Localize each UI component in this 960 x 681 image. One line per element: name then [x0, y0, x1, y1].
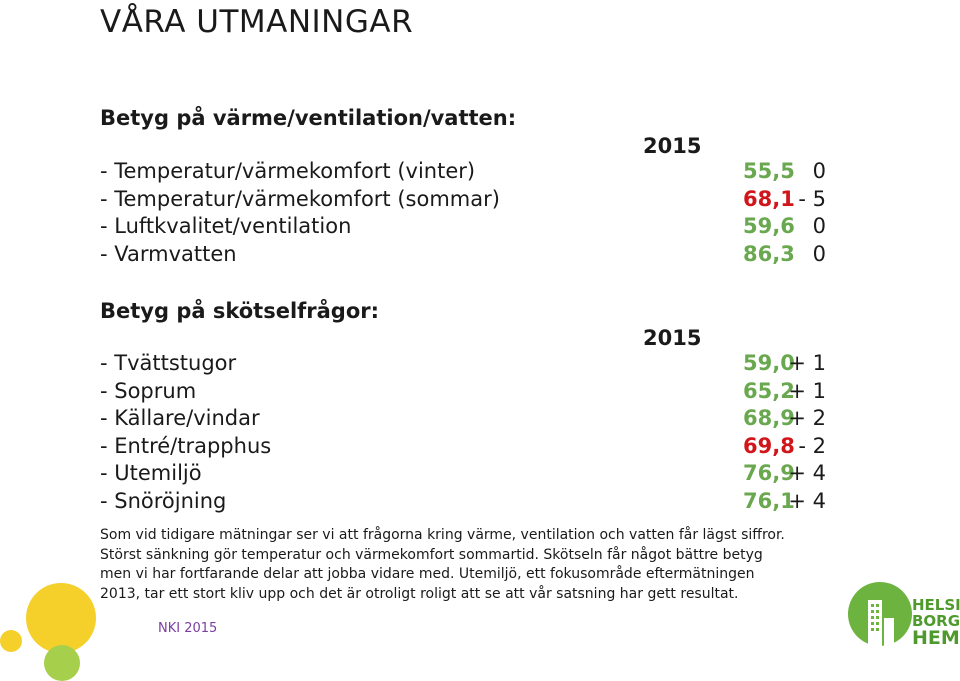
row-change: + 1 [788, 378, 826, 403]
score-row: - Källare/vindar 68,9 + 2 [100, 406, 840, 434]
row-change: 0 [812, 214, 826, 238]
row-label: - Temperatur/värmekomfort (sommar) [100, 186, 500, 211]
score-row: - Temperatur/värmekomfort (vinter) 55,5 0 [100, 159, 840, 187]
row-change: - 5 [798, 186, 826, 211]
row-change: + 1 [788, 351, 826, 375]
summary-line: Som vid tidigare mätningar ser vi att fr… [100, 527, 785, 543]
summary-line: men vi har fortfarande delar att jobba v… [100, 566, 755, 582]
helsingborgshem-logo-icon [848, 582, 912, 646]
row-score: 86,3 [743, 241, 795, 266]
row-score: 55,5 [743, 159, 795, 183]
footer-label: NKI 2015 [158, 621, 218, 636]
summary-text: Som vid tidigare mätningar ser vi att fr… [100, 526, 860, 604]
score-row: - Varmvatten 86,3 0 [100, 242, 840, 270]
section-heading-heating: Betyg på värme/ventilation/vatten: [100, 106, 517, 130]
row-label: - Källare/vindar [100, 406, 260, 430]
row-label: - Snöröjning [100, 488, 227, 513]
row-score: 76,1 [743, 488, 795, 513]
decor-circle-yellow [26, 583, 96, 653]
decor-circle-green [44, 645, 80, 681]
row-score: 68,9 [743, 406, 795, 430]
year-header-maintenance: 2015 [643, 326, 702, 350]
row-score: 69,8 [743, 433, 795, 458]
decor-circle-small [0, 630, 22, 652]
row-score: 76,9 [743, 461, 795, 485]
row-label: - Temperatur/värmekomfort (vinter) [100, 159, 476, 183]
year-header-heating: 2015 [643, 134, 702, 158]
row-score: 59,0 [743, 351, 795, 375]
page-title: VÅRA UTMANINGAR [100, 4, 414, 40]
row-score: 68,1 [743, 186, 795, 211]
score-row: - Temperatur/värmekomfort (sommar) 68,1- … [100, 187, 840, 215]
score-row: - Snöröjning 76,1 + 4 [100, 489, 840, 517]
logo-text-line3: HEM [912, 627, 960, 649]
row-label: - Utemiljö [100, 461, 202, 485]
score-row: - Entré/trapphus 69,8- 2 [100, 434, 840, 462]
row-score: 59,6 [743, 214, 795, 238]
row-change: + 4 [788, 488, 826, 513]
row-score: 65,2 [743, 378, 795, 403]
row-change: 0 [812, 159, 826, 183]
row-label: - Soprum [100, 378, 197, 403]
row-change: 0 [812, 241, 826, 266]
row-label: - Luftkvalitet/ventilation [100, 214, 352, 238]
row-label: - Tvättstugor [100, 351, 237, 375]
score-row: - Utemiljö 76,9 + 4 [100, 461, 840, 489]
logo-text-line2: BORGS [912, 612, 960, 630]
row-label: - Varmvatten [100, 241, 237, 266]
summary-line: 2013, tar ett stort kliv upp och det är … [100, 585, 739, 602]
row-label: - Entré/trapphus [100, 433, 272, 458]
score-row: - Luftkvalitet/ventilation 59,6 0 [100, 214, 840, 242]
row-change: + 4 [788, 461, 826, 485]
section-heading-maintenance: Betyg på skötselfrågor: [100, 299, 380, 323]
score-row: - Tvättstugor 59,0 + 1 [100, 351, 840, 379]
summary-line: Störst sänkning gör temperatur och värme… [100, 546, 763, 563]
row-change: + 2 [788, 406, 826, 430]
logo-text-line1: HELSING [912, 596, 960, 614]
row-change: - 2 [798, 433, 826, 458]
score-row: - Soprum 65,2 + 1 [100, 379, 840, 407]
